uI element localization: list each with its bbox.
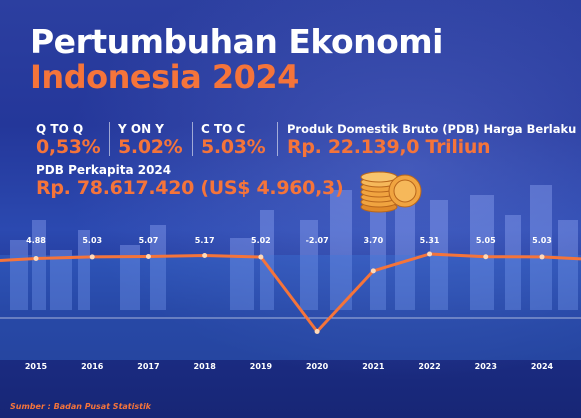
stat-pdb-capita-label: PDB Perkapita 2024	[36, 163, 172, 177]
data-point	[145, 254, 151, 260]
stat-ctoc: C TO C 5.03%	[201, 122, 266, 158]
data-label: 5.07	[139, 236, 159, 245]
x-tick-label: 2015	[25, 362, 48, 371]
x-tick-label: 2018	[194, 362, 217, 371]
stat-yony-label: Y ON Y	[118, 122, 164, 136]
data-point	[483, 254, 489, 260]
stat-qtoq: Q TO Q 0,53%	[36, 122, 101, 158]
data-point	[427, 251, 433, 257]
data-point	[314, 328, 320, 334]
coin-stack-icon	[360, 171, 422, 213]
data-label: 5.05	[476, 236, 496, 245]
stat-pdb-value: Rp. 22.139,0 Triliun	[287, 136, 491, 158]
page-title: Pertumbuhan Ekonomi	[30, 22, 444, 61]
page-subtitle: Indonesia 2024	[30, 58, 299, 96]
x-tick-label: 2020	[306, 362, 329, 371]
series-line	[0, 252, 581, 333]
data-point	[202, 252, 208, 258]
divider	[192, 122, 193, 156]
x-tick-label: 2023	[475, 362, 497, 371]
data-label: 3.70	[363, 236, 383, 245]
data-label: -2.07	[306, 236, 329, 245]
x-tick-label: 2024	[531, 362, 554, 371]
data-label: 4.88	[26, 236, 46, 245]
stat-qtoq-value: 0,53%	[36, 136, 101, 158]
stat-pdb-label: Produk Domestik Bruto (PDB) Harga Berlak…	[287, 122, 577, 136]
chart-band	[0, 255, 581, 360]
x-tick-label: 2021	[362, 362, 385, 371]
data-label: 5.02	[251, 236, 271, 245]
stat-ctoc-label: C TO C	[201, 122, 246, 136]
data-point	[33, 256, 39, 262]
x-tick-label: 2017	[137, 362, 159, 371]
source-note: Sumber : Badan Pusat Statistik	[10, 402, 152, 411]
x-tick-label: 2016	[81, 362, 104, 371]
data-point	[370, 268, 376, 274]
divider	[109, 122, 110, 156]
stat-yony: Y ON Y 5.02%	[118, 122, 183, 158]
stat-qtoq-label: Q TO Q	[36, 122, 84, 136]
stat-pdb-capita: PDB Perkapita 2024 Rp. 78.617.420 (US$ 4…	[36, 163, 344, 199]
x-tick-label: 2019	[250, 362, 273, 371]
data-point	[258, 254, 264, 260]
stat-ctoc-value: 5.03%	[201, 136, 266, 158]
data-label: 5.17	[195, 236, 215, 245]
stat-pdb: Produk Domestik Bruto (PDB) Harga Berlak…	[287, 122, 576, 158]
data-point	[539, 254, 545, 260]
divider	[277, 122, 278, 156]
stat-pdb-capita-value: Rp. 78.617.420 (US$ 4.960,3)	[36, 177, 344, 199]
stat-yony-value: 5.02%	[118, 136, 183, 158]
x-tick-label: 2022	[418, 362, 440, 371]
data-point	[89, 254, 95, 260]
data-label: 5.31	[420, 236, 440, 245]
data-label: 5.03	[82, 236, 102, 245]
data-label: 5.03	[532, 236, 552, 245]
